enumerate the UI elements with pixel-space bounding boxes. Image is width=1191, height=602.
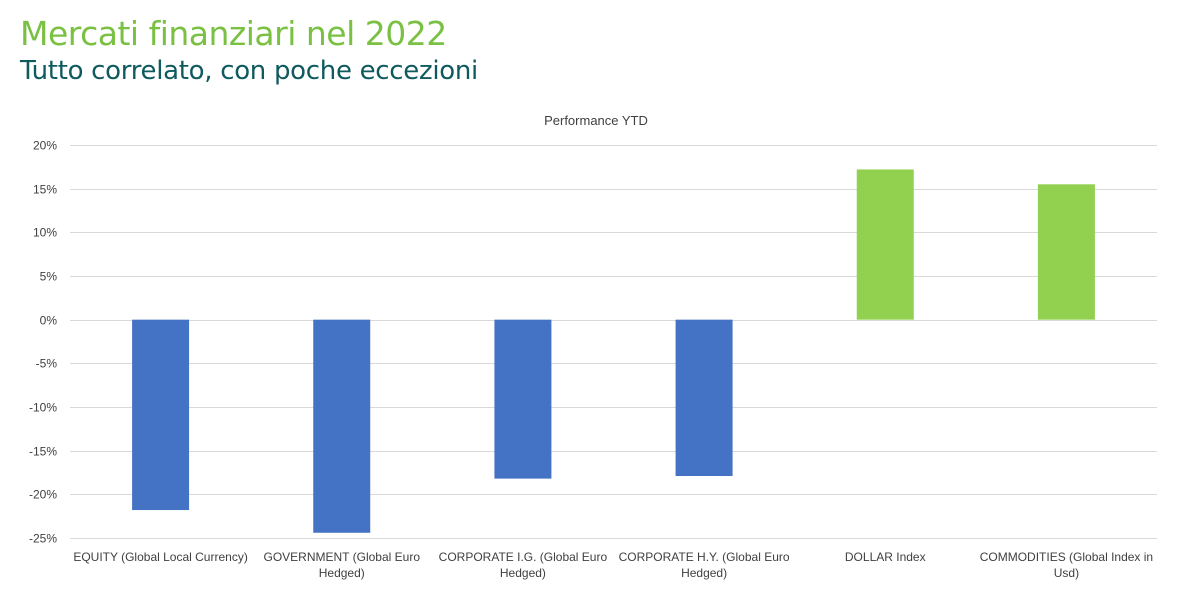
bar xyxy=(313,319,371,533)
y-tick-label: -15% xyxy=(29,445,57,459)
y-tick-label: 5% xyxy=(40,270,58,284)
y-tick-label: 10% xyxy=(33,226,57,240)
bar xyxy=(856,169,914,320)
bar xyxy=(675,319,733,476)
y-axis: 20% 15% 10% 5% 0% -5% -10% -15% -20% -25% xyxy=(29,139,57,546)
y-tick-label: 0% xyxy=(40,314,58,328)
y-tick-label: -20% xyxy=(29,488,57,502)
gridlines xyxy=(70,145,1157,539)
slide-title: Mercati finanziari nel 2022 xyxy=(20,14,447,53)
y-tick-label: 20% xyxy=(33,139,57,153)
x-tick-label: GOVERNMENT (Global Euro Hedged) xyxy=(264,550,421,580)
x-tick-label: CORPORATE H.Y. (Global Euro Hedged) xyxy=(619,550,790,580)
x-tick-label: COMMODITIES (Global Index in Usd) xyxy=(980,550,1153,580)
y-tick-label: -10% xyxy=(29,401,57,415)
slide-subtitle: Tutto correlato, con poche eccezioni xyxy=(20,56,478,86)
bar xyxy=(1037,184,1095,320)
y-tick-label: -25% xyxy=(29,532,57,546)
bar xyxy=(132,319,190,511)
x-tick-label: EQUITY (Global Local Currency) xyxy=(73,550,248,564)
y-tick-label: 15% xyxy=(33,183,57,197)
x-axis: EQUITY (Global Local Currency) GOVERNMENT… xyxy=(73,550,1153,580)
y-tick-label: -5% xyxy=(36,357,58,371)
x-tick-label: CORPORATE I.G. (Global Euro Hedged) xyxy=(439,550,608,580)
bar xyxy=(494,319,552,479)
bars xyxy=(132,169,1095,533)
chart-title: Performance YTD xyxy=(544,113,648,128)
x-tick-label: DOLLAR Index xyxy=(845,550,926,564)
